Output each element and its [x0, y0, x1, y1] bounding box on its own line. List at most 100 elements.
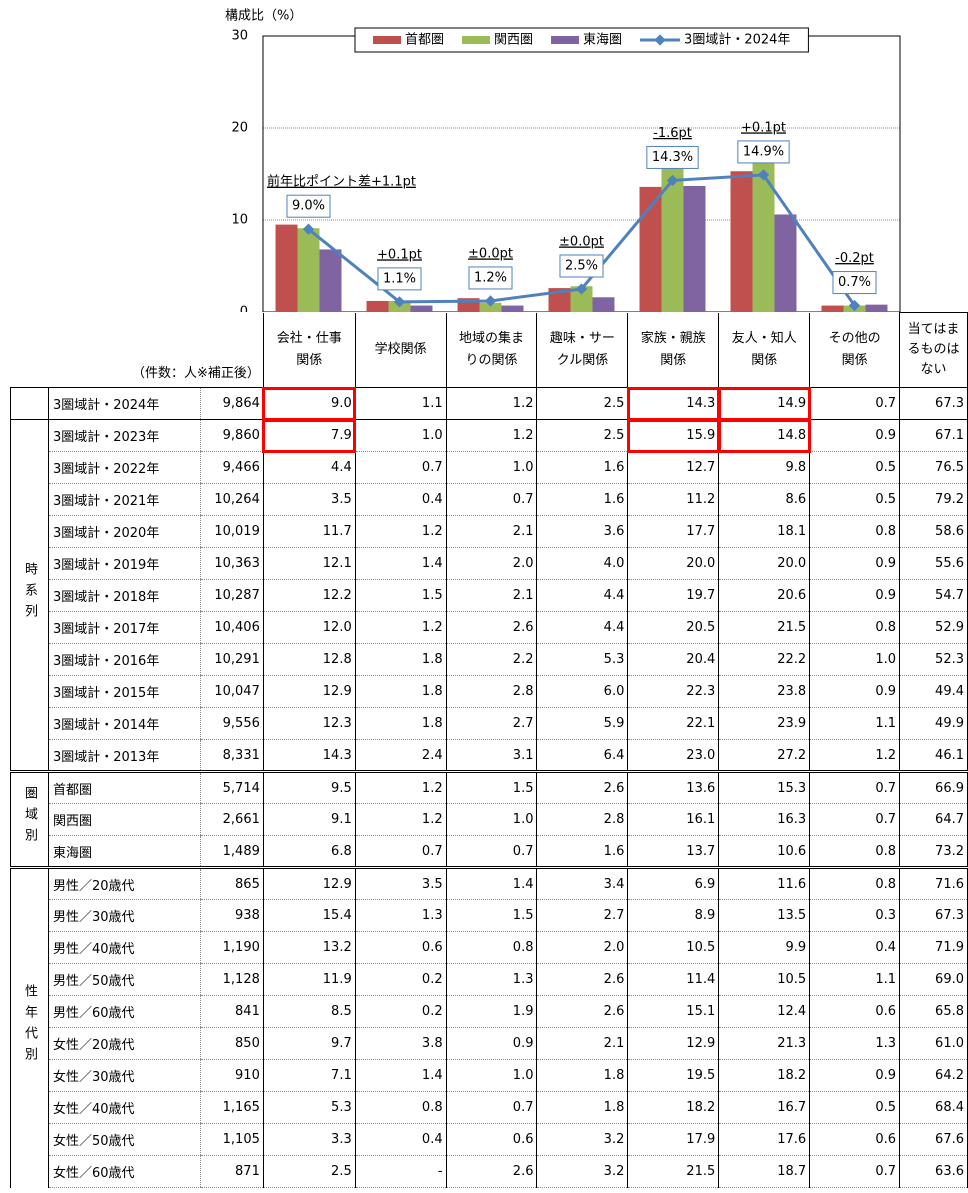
value-cell: 2.6: [536, 770, 629, 804]
table-row: 3圏域計・2020年 10,019 11.7 1.2 2.1 3.6 17.7 18.1 0.8…: [11, 515, 968, 548]
value-cell: 11.7: [262, 515, 356, 548]
value-cell: 73.2: [899, 835, 968, 868]
value-cell: 12.4: [718, 995, 811, 1028]
column-header: 当てはまるものはない: [899, 312, 968, 388]
value-cell: 1.2: [354, 803, 447, 836]
value-cell: 0.7: [445, 483, 538, 516]
row-label: 3圏域計・2022年: [47, 451, 201, 484]
bar: [570, 286, 593, 312]
bar: [297, 228, 320, 312]
value-cell: 1.0: [354, 419, 447, 452]
bar: [730, 171, 753, 312]
count-cell: 1,128: [199, 963, 264, 996]
column-header: 学校関係: [354, 312, 447, 388]
value-cell: 1.2: [809, 739, 901, 772]
value-cell: 3.4: [536, 866, 629, 900]
value-cell: 12.3: [262, 707, 356, 740]
caption: （件数：人※補正後）: [131, 366, 260, 381]
value-cell: 18.2: [718, 1059, 811, 1092]
value-label-box: [377, 267, 422, 291]
value-cell: 1.6: [536, 451, 629, 484]
value-cell: 9.0: [262, 386, 357, 421]
value-cell: 0.9: [809, 675, 901, 708]
legend-box: [354, 27, 809, 53]
line-marker: [666, 174, 679, 187]
value-cell: 15.9: [626, 418, 720, 453]
count-cell: 9,466: [199, 451, 264, 484]
value-cell: 14.3: [626, 386, 720, 421]
value-cell: 0.7: [354, 451, 447, 484]
value-label-box: [832, 271, 877, 295]
value-cell: 61.0: [899, 1027, 968, 1060]
line-marker: [302, 223, 315, 235]
annotation: +0.1pt: [377, 247, 422, 262]
legend-label: 関西圏: [494, 33, 533, 48]
value-cell: 0.9: [809, 419, 901, 452]
table-row: 3圏域計・2014年 9,556 12.3 1.8 2.7 5.9 22.1 23.9 1.1 4…: [11, 707, 968, 740]
value-cell: 8.5: [262, 995, 356, 1028]
value-cell: 0.7: [809, 387, 901, 420]
value-label: 14.9%: [743, 144, 784, 159]
value-cell: 2.5: [536, 387, 629, 420]
value-cell: 71.6: [899, 866, 968, 900]
value-cell: 3.5: [262, 483, 356, 516]
value-cell: 17.7: [627, 515, 720, 548]
value-cell: 0.4: [809, 931, 901, 964]
count-cell: 5,714: [199, 770, 264, 804]
value-label-box: [737, 140, 790, 164]
value-cell: 2.6: [536, 995, 629, 1028]
value-cell: 52.3: [899, 643, 968, 676]
value-cell: 12.9: [627, 1027, 720, 1060]
table-row: 時系列 3圏域計・2023年 9,860 7.9 1.0 1.2 2.5 15.9 14.8 0.…: [10, 418, 968, 772]
value-cell: 0.7: [445, 1091, 538, 1124]
value-cell: 4.4: [536, 579, 629, 612]
value-cell: 0.2: [354, 995, 447, 1028]
value-cell: 2.0: [536, 931, 629, 964]
value-cell: 9.8: [718, 451, 811, 484]
table-row: 関西圏 2,661 9.1 1.2 1.0 2.8 16.1 16.3 0.7 64.7: [11, 803, 968, 836]
table-row: 3圏域計・2015年 10,047 12.9 1.8 2.8 6.0 22.3 23.8 0.9…: [11, 675, 968, 708]
value-cell: 3.2: [536, 1155, 629, 1188]
value-cell: 49.4: [899, 675, 968, 708]
table-row: 女性／20歳代 850 9.7 3.8 0.9 2.1 12.9 21.3 1.3 61.0: [11, 1027, 968, 1060]
value-cell: 2.8: [536, 803, 629, 836]
value-cell: 12.9: [262, 675, 356, 708]
row-label: 3圏域計・2017年: [47, 611, 201, 644]
value-cell: 0.8: [809, 835, 901, 868]
value-cell: 3.1: [445, 739, 538, 772]
value-cell: 0.5: [809, 1091, 901, 1124]
value-cell: 12.8: [262, 643, 356, 676]
group-cell: 性年代別: [10, 866, 49, 1188]
value-cell: 16.3: [718, 803, 811, 836]
row-label: 3圏域計・2023年: [47, 419, 201, 452]
value-cell: 13.2: [262, 931, 356, 964]
value-label-box: [286, 194, 331, 218]
value-cell: 71.9: [899, 931, 968, 964]
count-cell: 938: [199, 899, 264, 932]
value-cell: 18.1: [718, 515, 811, 548]
value-cell: 0.6: [445, 1123, 538, 1156]
row-label: 東海圏: [47, 835, 201, 868]
column-header: 家族・親族 関係: [627, 312, 720, 388]
row-label: 男性／30歳代: [47, 899, 201, 932]
value-cell: 67.1: [899, 419, 968, 452]
value-cell: 0.8: [809, 611, 901, 644]
value-cell: 0.3: [809, 899, 901, 932]
legend-label: 首都圏: [405, 33, 444, 48]
value-cell: 2.5: [262, 1155, 356, 1188]
value-cell: 12.7: [627, 451, 720, 484]
y-tick-label: 30: [231, 29, 248, 44]
table-row: 女性／40歳代 1,165 5.3 0.8 0.7 1.8 18.2 16.7 0.5 68.4: [11, 1091, 968, 1124]
count-cell: 1,165: [199, 1091, 264, 1124]
value-cell: 14.9: [717, 386, 811, 421]
value-cell: 0.9: [809, 547, 901, 580]
value-cell: 12.9: [262, 866, 356, 900]
value-cell: 1.3: [354, 899, 447, 932]
column-header: 地域の集ま りの関係: [445, 312, 538, 388]
count-cell: 10,363: [199, 547, 264, 580]
row-label: 女性／30歳代: [47, 1059, 201, 1092]
value-cell: 20.4: [627, 643, 720, 676]
value-cell: 2.5: [536, 419, 629, 452]
column-header: 趣味・サー クル関係: [536, 312, 629, 388]
value-cell: 10.5: [718, 963, 811, 996]
